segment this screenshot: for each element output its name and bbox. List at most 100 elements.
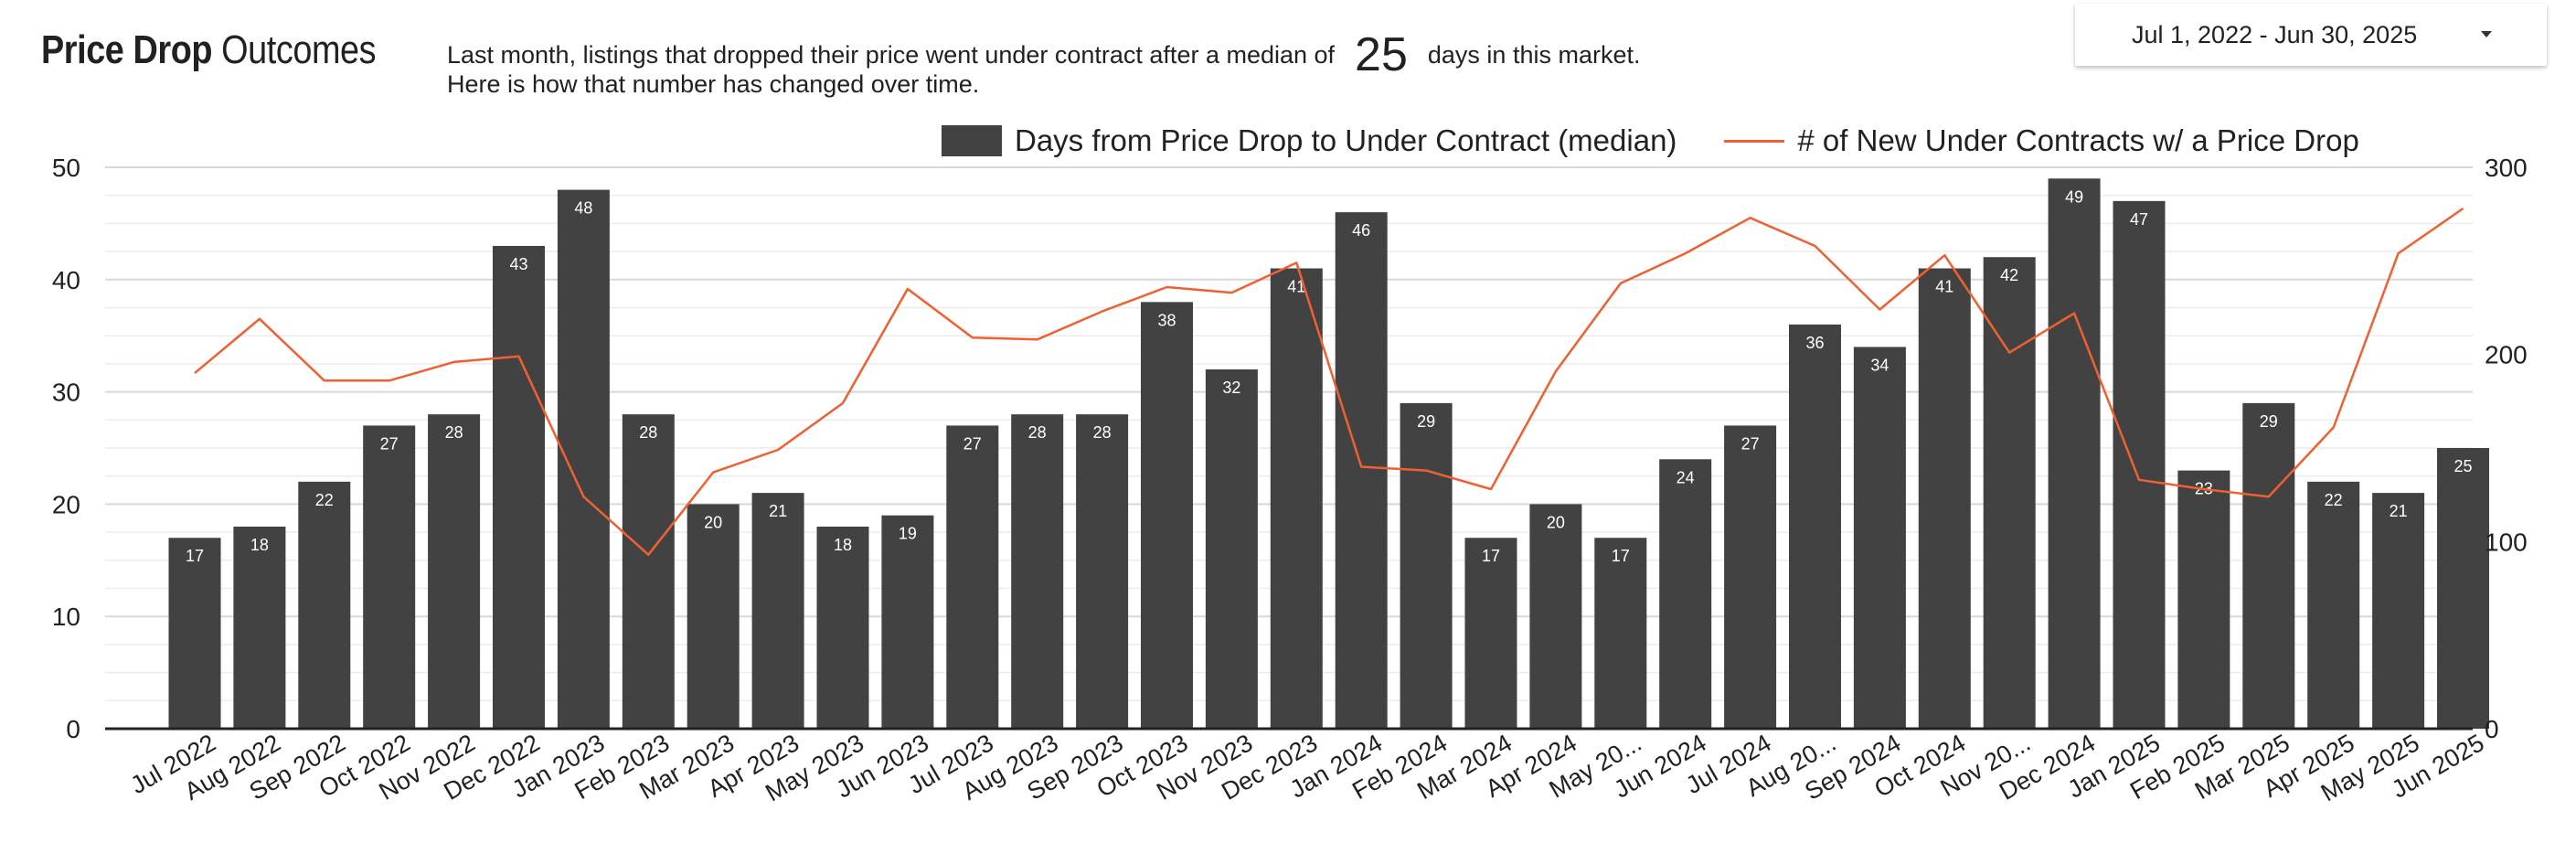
bar [1659,459,1712,729]
bar-data-label: 22 [2325,491,2343,509]
right-axis-tick-label: 200 [2485,341,2528,369]
bar [1918,268,1971,729]
bar [2437,448,2489,729]
bar-data-label: 38 [1157,311,1176,329]
bar-data-label: 21 [2390,502,2408,520]
series-line [194,207,2464,556]
bar-series: 17 18 22 27 28 43 48 28 20 21 18 19 27 28 28 38 32 41 46 29… [168,178,2489,730]
left-axis-tick-label: 30 [52,379,80,407]
bar-data-label: 28 [639,423,657,442]
bar-data-label: 22 [315,491,334,509]
left-axis-tick-label: 50 [52,154,80,182]
title-light-part: Outcomes [221,27,377,72]
bar [2242,402,2295,729]
bar-data-label: 32 [1222,379,1240,397]
bar-data-label: 41 [1287,278,1305,296]
bar [1270,268,1323,729]
bar-data-label: 47 [2130,210,2148,229]
bar [1594,538,1647,729]
bar [1983,257,2036,729]
bar-data-label: 19 [899,525,917,543]
right-axis-tick-label: 100 [2485,528,2528,556]
bar-data-label: 28 [1028,423,1047,442]
bar [1205,369,1258,729]
title-bold-part: Price Drop [41,27,213,72]
bar [1789,324,1841,729]
bar [946,425,999,729]
bar-data-label: 21 [769,502,787,520]
bar-data-label: 27 [963,434,982,453]
bar [1335,212,1388,729]
bar [1853,347,1906,729]
bar [168,538,221,729]
left-axis-tick-label: 10 [52,603,80,631]
bar-data-label: 36 [1805,334,1824,352]
legend-line-swatch [1724,139,1785,143]
bar-data-label: 41 [1935,278,1953,296]
bar [1141,302,1193,729]
bar-data-label: 46 [1352,221,1370,240]
bar [816,526,869,729]
chart-subtitle: Last month, listings that dropped their … [447,29,1640,102]
bar [1076,414,1129,729]
right-axis-tick-label: 0 [2485,715,2499,743]
bar-data-label: 17 [1612,547,1630,565]
bar [2048,178,2101,729]
legend-line-label: # of New Under Contracts w/ a Price Drop [1797,123,2359,157]
legend-bar-label: Days from Price Drop to Under Contract (… [1015,123,1677,157]
bar [233,526,286,729]
bar [1529,504,1582,729]
chart-title: Price Drop Outcomes [41,27,377,73]
bar-data-label: 25 [2454,457,2472,475]
date-range-picker[interactable]: Jul 1, 2022 - Jun 30, 2025 [2075,4,2547,66]
bar [428,414,481,729]
bar-data-label: 29 [1417,412,1435,431]
bar [1400,402,1453,729]
bar-data-label: 20 [704,513,722,531]
caret-down-icon [2481,31,2492,37]
bar-data-label: 24 [1677,468,1695,486]
bar [687,504,740,729]
left-axis-tick-label: 40 [52,266,80,294]
legend-bar-swatch [942,125,1002,156]
bar-data-label: 29 [2260,412,2278,431]
bar-data-label: 34 [1870,356,1889,374]
line-series [194,207,2464,556]
bar [2177,470,2230,729]
subtitle-line-2: Here is how that number has changed over… [447,70,980,98]
subtitle-before-text: Last month, listings that dropped their … [447,41,1336,69]
bar-data-label: 48 [574,199,592,218]
bar [881,515,934,729]
bar-data-label: 18 [250,536,269,554]
right-axis-tick-label: 300 [2485,154,2528,182]
bar-data-label: 27 [380,434,399,453]
left-axis-tick-label: 20 [52,490,80,518]
bar-data-label: 42 [2000,266,2018,284]
bar [298,481,351,729]
bar-data-label: 18 [834,536,852,554]
median-days-value: 25 [1355,28,1408,81]
bar [2113,200,2166,730]
bar-data-label: 17 [186,547,204,565]
bar [363,425,416,729]
date-range-label: Jul 1, 2022 - Jun 30, 2025 [2132,21,2418,48]
bar [1011,414,1064,729]
bar [622,414,675,729]
chart-legend: Days from Price Drop to Under Contract (… [942,121,2359,161]
left-axis-tick-label: 0 [66,715,80,743]
bar-data-label: 43 [509,255,527,273]
bar [493,245,545,730]
bar-data-label: 17 [1482,547,1500,565]
bar [2372,493,2425,729]
bar-data-label: 27 [1741,434,1760,453]
bar-data-label: 49 [2065,187,2083,206]
bar-data-label: 28 [445,423,463,442]
subtitle-after-text: days in this market. [1427,41,1641,69]
bar [1724,425,1777,729]
bar [1464,538,1517,729]
bar-data-label: 28 [1093,423,1112,442]
bar [2307,481,2360,729]
subtitle-line-1: Last month, listings that dropped their … [447,29,1641,79]
bar [751,493,804,729]
